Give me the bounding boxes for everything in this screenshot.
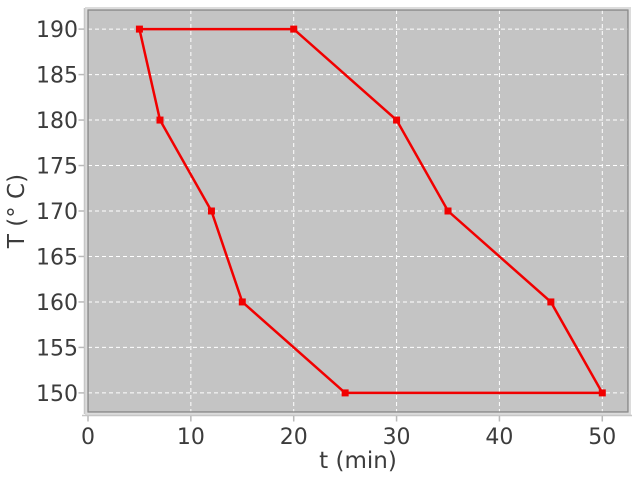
y-tick-labels: 150 155 160 165 170 175 180 185 190 [36, 18, 78, 407]
data-point-marker [238, 298, 246, 306]
data-point-marker [393, 116, 401, 124]
y-tick-label: 180 [36, 109, 78, 134]
plot-border [87, 9, 629, 413]
data-point-marker [207, 207, 215, 215]
y-tick-label: 155 [36, 336, 78, 361]
y-tick-label: 160 [36, 291, 78, 316]
x-tick-labels: 0 10 20 30 40 50 [81, 425, 616, 450]
y-tick-label: 175 [36, 154, 78, 179]
y-tick-label: 170 [36, 200, 78, 225]
data-point-marker [156, 116, 164, 124]
axis-spines [82, 8, 632, 417]
y-axis-label: T (° C) [4, 174, 30, 249]
x-tick-label: 0 [81, 425, 95, 450]
plot-outer-shadow [85, 7, 631, 415]
data-point-marker [598, 389, 606, 397]
data-point-marker [547, 298, 555, 306]
data-point-marker [444, 207, 452, 215]
data-series [135, 25, 606, 397]
x-tick-label: 40 [485, 425, 513, 450]
x-tick-label: 10 [177, 425, 205, 450]
data-point-marker [341, 389, 349, 397]
y-tick-label: 165 [36, 245, 78, 270]
x-tick-label: 20 [280, 425, 308, 450]
x-tick-label: 30 [383, 425, 411, 450]
x-axis-label: t (min) [319, 448, 397, 474]
y-tick-label: 190 [36, 18, 78, 43]
x-tick-label: 50 [588, 425, 616, 450]
axis-ticks [78, 28, 604, 422]
data-point-marker [290, 25, 298, 33]
data-point-marker [135, 25, 143, 33]
y-tick-label: 150 [36, 382, 78, 407]
y-tick-label: 185 [36, 63, 78, 88]
